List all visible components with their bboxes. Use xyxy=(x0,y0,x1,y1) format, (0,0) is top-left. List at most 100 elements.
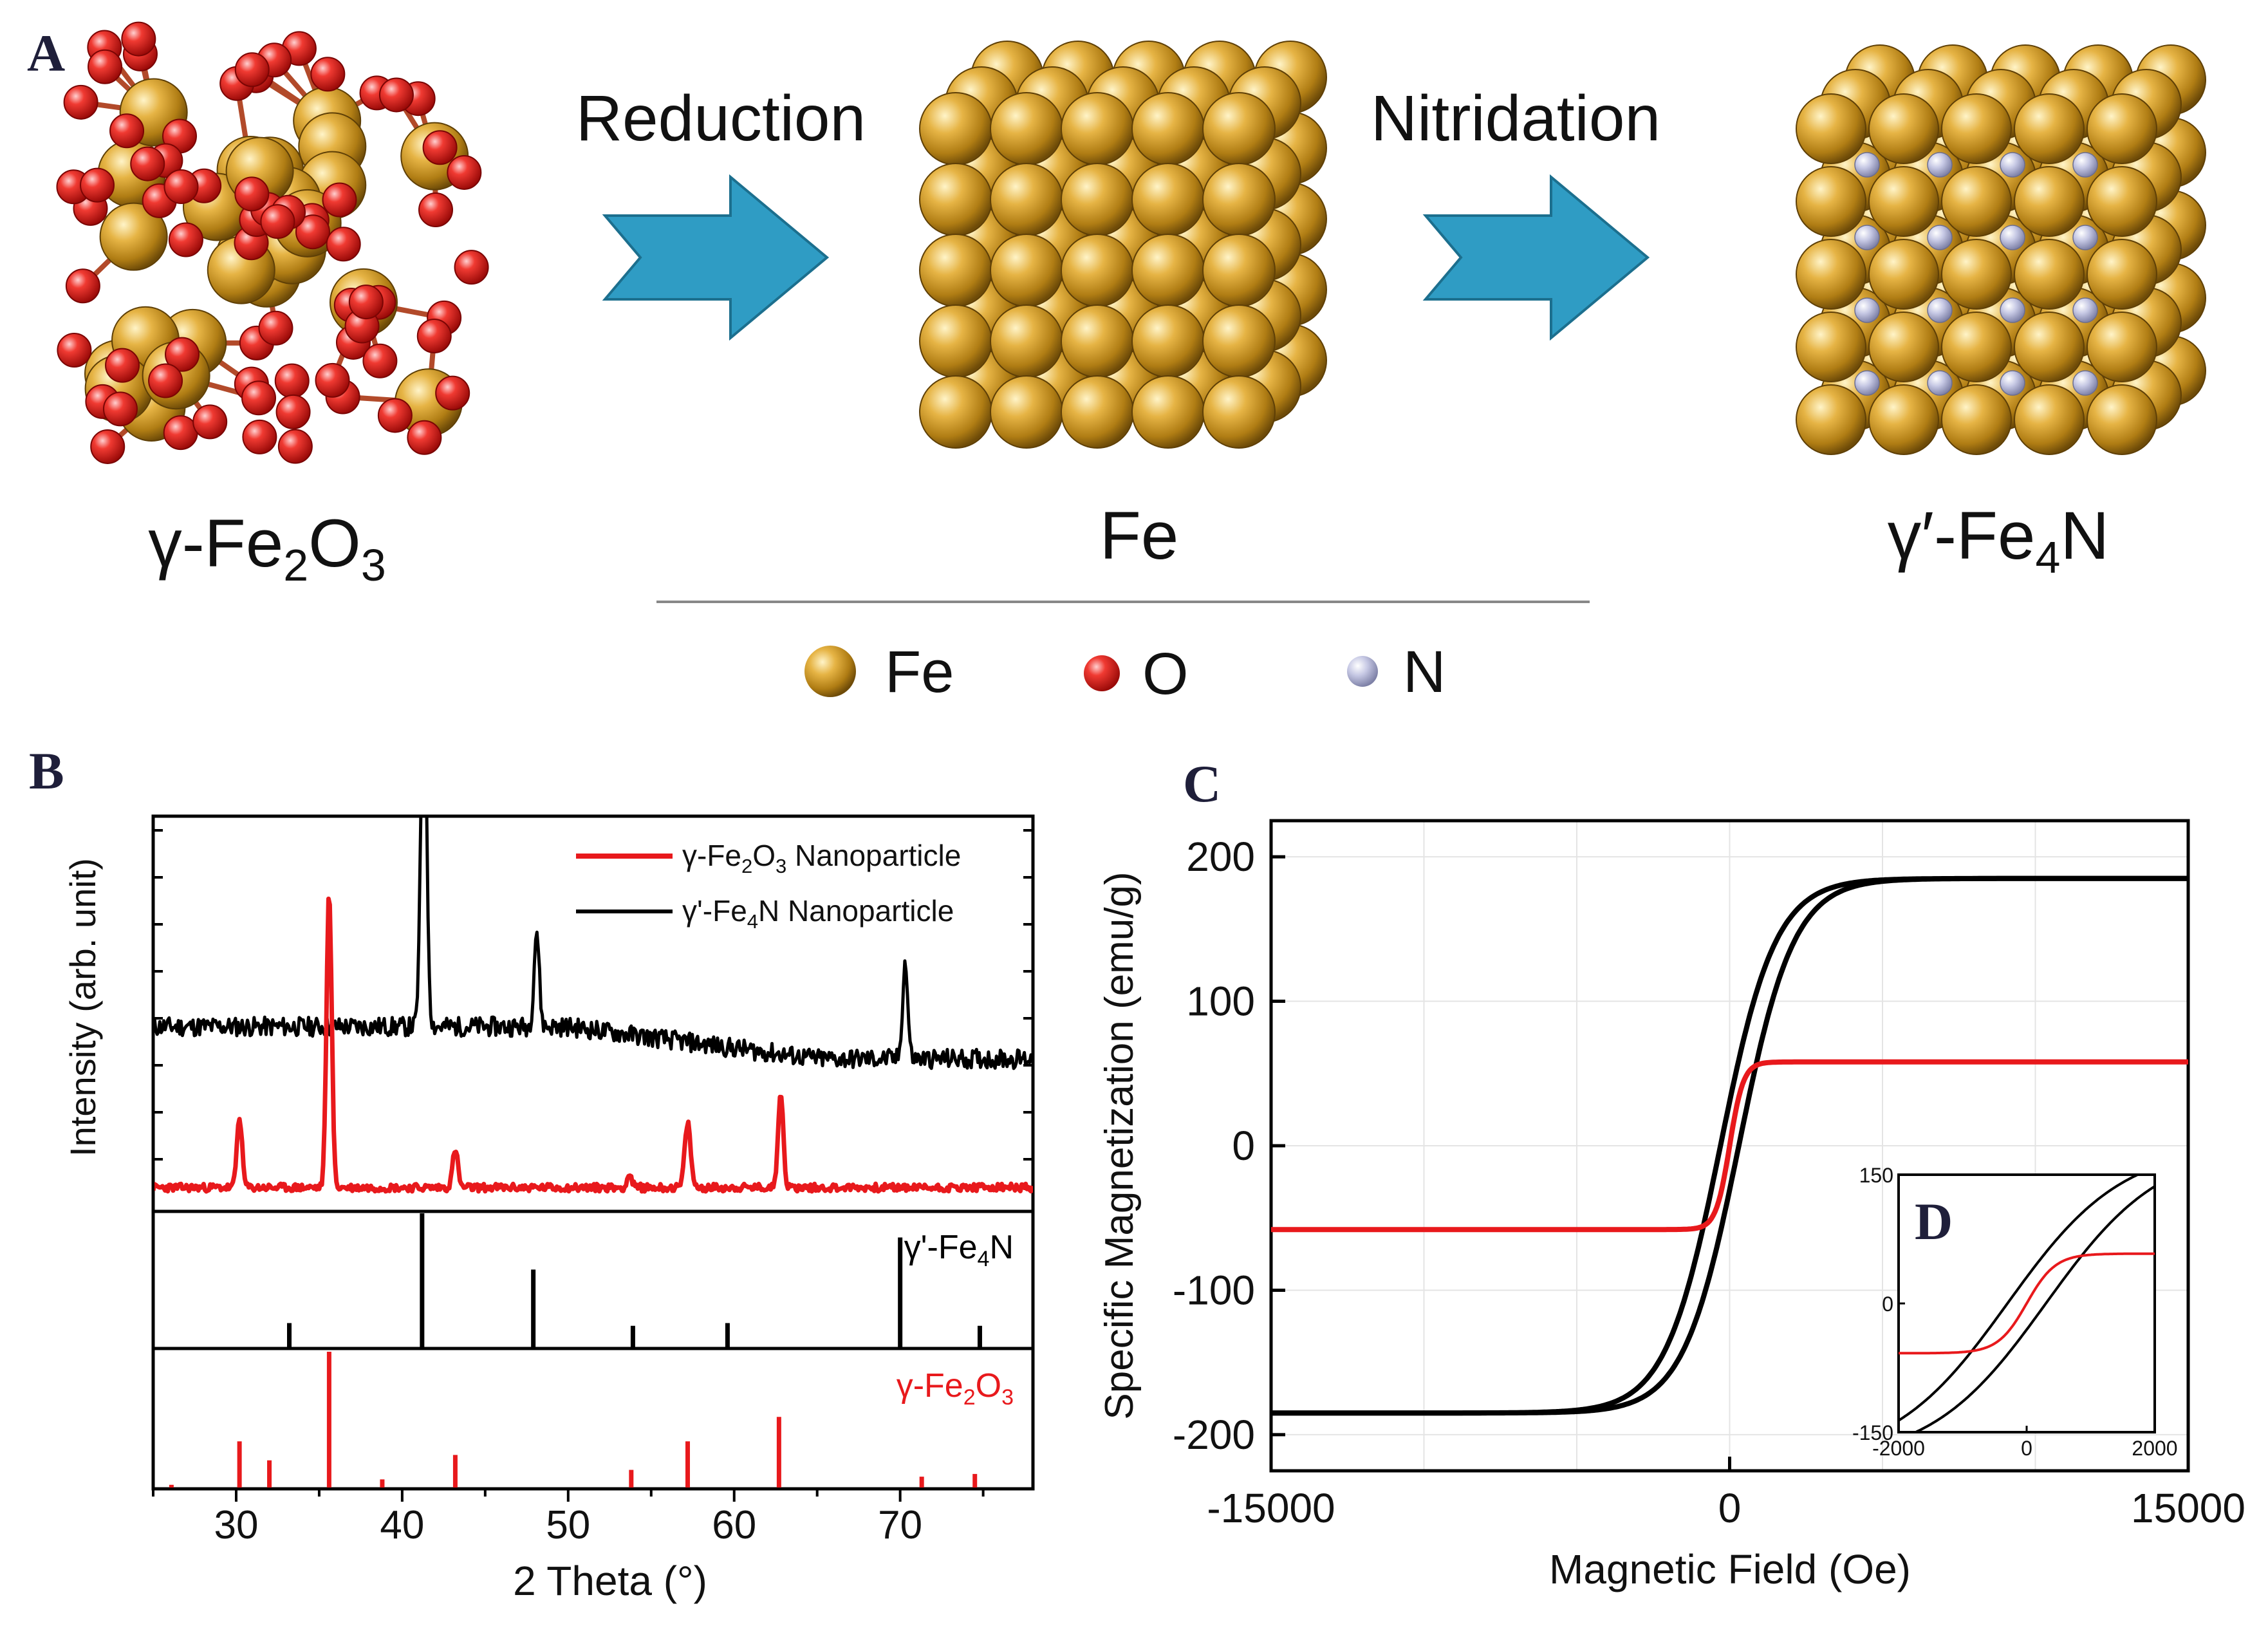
fe-atom xyxy=(1202,304,1276,378)
fe-atom xyxy=(1131,375,1205,449)
x-tick-label: 40 xyxy=(380,1503,424,1547)
fe-atom xyxy=(1941,239,2012,310)
reference-label-fe4n: γ'-Fe4N xyxy=(904,1229,1014,1271)
n-atom xyxy=(1854,225,1880,250)
atom-legend: Fe O N xyxy=(804,639,1445,707)
fe-atom xyxy=(919,234,992,307)
y-tick-label: -200 xyxy=(1173,1412,1255,1458)
fe-atom xyxy=(1061,92,1134,165)
panel-label-a: A xyxy=(27,24,65,82)
fe-atom xyxy=(1796,384,1866,455)
n-atom xyxy=(1854,297,1880,323)
n-atom xyxy=(1927,152,1953,178)
fe-atom xyxy=(2014,166,2085,237)
n-atom xyxy=(1927,225,1953,250)
o-atom xyxy=(260,204,295,239)
n-atom xyxy=(2072,370,2098,396)
fe-atom xyxy=(1131,234,1205,307)
o-atom xyxy=(80,167,115,203)
legend-item-fe: Fe xyxy=(804,639,954,705)
o-atom xyxy=(275,394,311,429)
fe-atom xyxy=(919,375,992,449)
o-atom xyxy=(348,285,384,320)
xrd-y-ticks xyxy=(153,829,1033,1161)
reference-fe2o3-lines xyxy=(169,1352,978,1488)
fe-atom xyxy=(2014,384,2085,455)
fe-atom xyxy=(2014,239,2085,310)
inset-y-tick-label: 150 xyxy=(1859,1164,1893,1187)
fe-atom xyxy=(1202,163,1276,236)
n-atom xyxy=(1927,297,1953,323)
n-atom-swatch xyxy=(1347,656,1378,687)
fe-atom xyxy=(1868,312,1939,382)
fe-atom xyxy=(2087,93,2157,164)
reduction-label: Reduction xyxy=(576,82,866,154)
fe-atom xyxy=(2087,312,2157,382)
fe-atom-swatch xyxy=(804,646,856,697)
fe-atom xyxy=(1131,163,1205,236)
hysteresis-fe4n-descending xyxy=(1271,875,2188,1416)
o-atom xyxy=(310,57,346,92)
inset-ticks: 150 0 -150-2000 0 2000 xyxy=(1852,1164,2178,1460)
xrd-x-axis: 30 40 50 60 70 xyxy=(152,1489,985,1547)
o-atom xyxy=(242,419,277,454)
x-tick-label: 0 xyxy=(1718,1485,1742,1531)
legend-item-n: N xyxy=(1347,639,1445,705)
fe-atom xyxy=(1131,304,1205,378)
fe-atom xyxy=(1941,312,2012,382)
fe-atom xyxy=(919,92,992,165)
fe-atom xyxy=(2014,93,2085,164)
fe-atom xyxy=(1796,312,1866,382)
xrd-legend: γ-Fe2O3 Nanoparticle γ'-Fe4N Nanoparticl… xyxy=(576,839,961,933)
o-atom xyxy=(168,222,203,257)
x-tick-label: 60 xyxy=(712,1503,756,1547)
n-atom xyxy=(2000,152,2025,178)
o-atom xyxy=(295,214,330,250)
o-atom xyxy=(378,77,414,113)
n-atom xyxy=(2072,297,2098,323)
xrd-line-fe2o3 xyxy=(154,896,1033,1194)
n-atom xyxy=(2072,152,2098,178)
fe-atom xyxy=(919,163,992,236)
hysteresis-y-axis-label: Specific Magnetization (emu/g) xyxy=(1097,872,1142,1419)
fe-atom xyxy=(1796,93,1866,164)
o-atom xyxy=(65,268,100,304)
label-fe: Fe xyxy=(1100,498,1179,574)
n-atom xyxy=(1927,370,1953,396)
o-atom xyxy=(121,21,156,57)
o-atom xyxy=(88,49,123,84)
o-atom xyxy=(63,84,98,120)
o-atom xyxy=(322,182,357,218)
panel-label-c: C xyxy=(1183,754,1221,813)
o-atom xyxy=(192,404,228,440)
panel-a: A Reduction Nitridation γ-Fe2O3 Fe γ′-Fe… xyxy=(27,21,2206,707)
o-atom-swatch xyxy=(1084,655,1120,691)
fe-atom xyxy=(1202,375,1276,449)
hysteresis-fe2o3 xyxy=(1271,1059,2188,1233)
inset-fe4n-ascending xyxy=(1912,1185,2155,1432)
n-atom xyxy=(2000,370,2025,396)
inset-fe2o3 xyxy=(1899,1252,2155,1355)
fe-atom xyxy=(2087,384,2157,455)
x-tick-label: 50 xyxy=(546,1503,590,1547)
fe-atom xyxy=(990,163,1063,236)
nitridation-arrow xyxy=(1422,174,1650,341)
fe-atom xyxy=(919,304,992,378)
o-atom xyxy=(447,154,482,190)
x-tick-label: 15000 xyxy=(2131,1485,2245,1531)
o-atom xyxy=(57,333,92,368)
fe-atom xyxy=(1868,93,1939,164)
nitridation-label: Nitridation xyxy=(1371,82,1660,154)
fe-atom xyxy=(99,202,168,271)
inset-d: 150 0 -150-2000 0 2000 D xyxy=(1852,1164,2178,1460)
label-gamma-prime-fe4n: γ′-Fe4N xyxy=(1888,498,2109,583)
o-atom xyxy=(90,429,125,464)
o-atom xyxy=(102,391,138,427)
xrd-x-axis-label: 2 Theta (°) xyxy=(513,1558,707,1604)
o-atom xyxy=(148,363,183,398)
fe-atom xyxy=(1061,234,1134,307)
fe-atom xyxy=(990,304,1063,378)
fe-atom xyxy=(1796,239,1866,310)
o-atom xyxy=(234,176,270,212)
